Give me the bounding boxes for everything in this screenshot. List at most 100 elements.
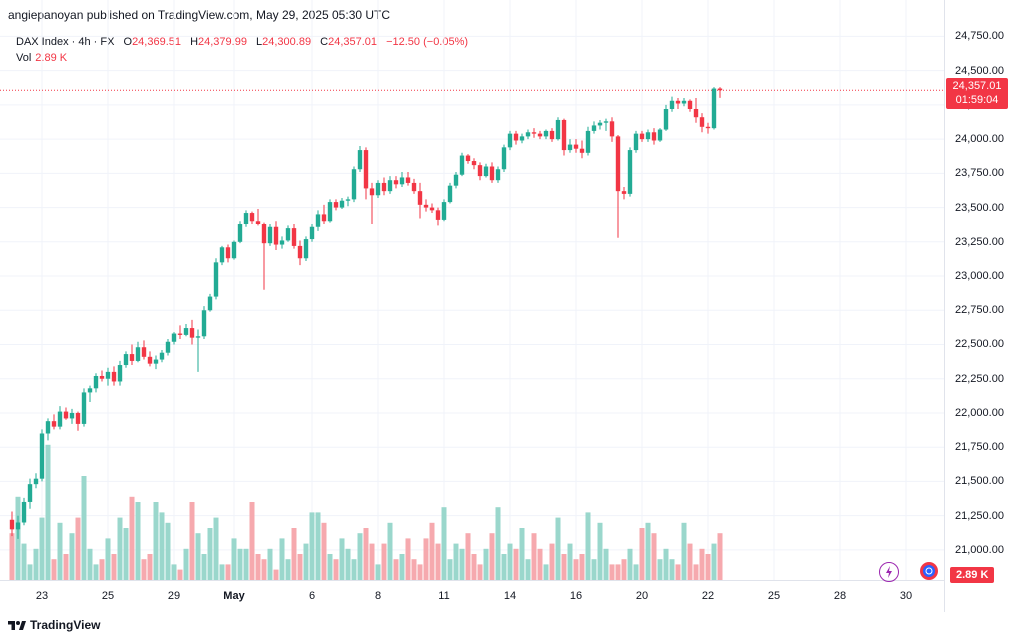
volume-bar	[135, 502, 141, 580]
time-axis[interactable]: 23 25 29 May 6 8 11 14 16 20 22 25 28 30	[0, 580, 944, 613]
events-icon[interactable]	[920, 562, 938, 580]
candle-body	[207, 296, 213, 311]
candle	[675, 98, 681, 109]
symbol-name[interactable]: DAX Index · 4h · FX	[16, 36, 115, 48]
candle	[663, 104, 669, 131]
candle-body	[45, 421, 51, 434]
candle-body	[261, 224, 267, 244]
candle-body	[363, 150, 369, 189]
volume-bar	[591, 559, 597, 580]
candle	[267, 224, 273, 246]
candle	[33, 473, 39, 489]
volume-bar	[171, 564, 177, 580]
candle	[213, 258, 219, 300]
y-tick-label: 24,500.00	[955, 64, 1004, 77]
candle-body	[99, 375, 105, 379]
candle-body	[339, 200, 345, 208]
candle	[615, 135, 621, 238]
volume-bar	[207, 528, 213, 580]
candle	[477, 162, 483, 181]
volume-bar	[483, 548, 489, 580]
volume-bar	[513, 548, 519, 580]
candle	[399, 171, 405, 188]
volume-bar	[519, 528, 525, 580]
last-price-badge: 24,357.01 01:59:04	[946, 78, 1008, 109]
volume-bar	[57, 522, 63, 580]
brand-name[interactable]: TradingView	[30, 618, 101, 632]
candle	[417, 182, 423, 219]
volume-bar	[165, 522, 171, 580]
candle	[195, 329, 201, 372]
candle	[525, 129, 531, 140]
volume-bar	[459, 548, 465, 580]
volume-bar	[243, 548, 249, 580]
price-axis[interactable]: 24,750.0024,500.0024,250.0024,000.0023,7…	[944, 0, 1024, 612]
candle-body	[471, 161, 477, 166]
candle-body	[513, 133, 519, 141]
candle	[537, 130, 543, 140]
x-tick-label: 29	[167, 590, 181, 602]
y-tick-label: 21,750.00	[955, 441, 1004, 454]
volume-bar	[669, 559, 675, 580]
candle	[543, 129, 549, 140]
volume-bar	[543, 564, 549, 580]
candle-body	[669, 100, 675, 109]
candle	[297, 240, 303, 266]
candle	[45, 418, 51, 441]
candle-body	[201, 310, 207, 337]
lightning-icon	[886, 566, 892, 578]
volume-bar	[321, 522, 327, 580]
candle-body	[447, 185, 453, 203]
y-tick-label: 21,000.00	[955, 543, 1004, 556]
x-tick-label: 30	[899, 590, 913, 602]
candle	[207, 293, 213, 312]
y-tick-label: 23,750.00	[955, 167, 1004, 180]
x-tick-label: 20	[635, 590, 649, 602]
candle-body	[237, 224, 243, 242]
candle-body	[465, 155, 471, 162]
volume-label[interactable]: Vol	[16, 52, 32, 64]
candle	[387, 176, 393, 194]
candle	[363, 147, 369, 200]
volume-bar	[159, 512, 165, 580]
candle	[57, 406, 63, 430]
volume-bar	[237, 548, 243, 580]
candle-body	[579, 148, 585, 153]
candle-body	[489, 166, 495, 181]
volume-bar	[231, 538, 237, 580]
candle-body	[81, 392, 87, 424]
candle	[597, 119, 603, 130]
volume-bar	[333, 559, 339, 580]
candle	[435, 207, 441, 226]
volume-bar	[141, 559, 147, 580]
volume-bar	[507, 543, 513, 580]
candle	[147, 351, 153, 367]
x-tick-label: 25	[101, 590, 115, 602]
candle	[15, 515, 21, 539]
globe-icon	[923, 565, 935, 577]
volume-bar	[339, 538, 345, 580]
volume-bar	[453, 543, 459, 580]
flash-icon[interactable]	[879, 562, 899, 582]
volume-bar	[615, 564, 621, 580]
price-chart[interactable]	[0, 0, 944, 580]
candle	[711, 87, 717, 130]
volume-bar	[177, 569, 183, 580]
candle	[159, 349, 165, 363]
candle-body	[531, 132, 537, 134]
candle	[249, 211, 255, 225]
x-tick-label: 28	[833, 590, 847, 602]
close-value: 24,357.01	[328, 36, 378, 48]
candle	[141, 340, 147, 360]
x-tick-label: 25	[767, 590, 781, 602]
y-tick-label: 21,500.00	[955, 475, 1004, 488]
volume-bar	[375, 564, 381, 580]
volume-bar	[651, 533, 657, 580]
volume-bar	[411, 559, 417, 580]
candle	[81, 388, 87, 427]
volume-bar	[105, 538, 111, 580]
candle	[177, 325, 183, 340]
candle	[279, 236, 285, 249]
candle-body	[303, 239, 309, 259]
y-tick-label: 22,750.00	[955, 304, 1004, 317]
